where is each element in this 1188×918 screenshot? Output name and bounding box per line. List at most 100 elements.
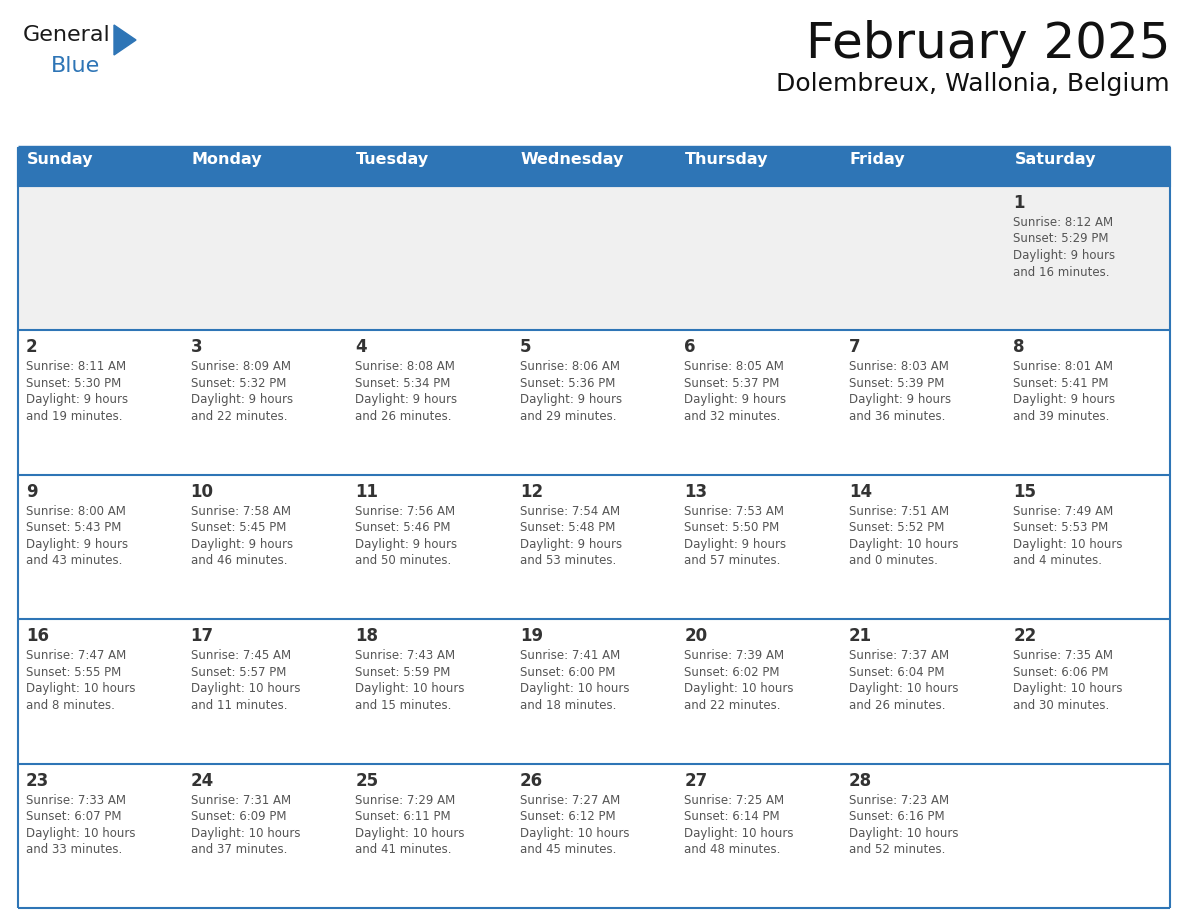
Text: and 33 minutes.: and 33 minutes. (26, 843, 122, 856)
Text: and 36 minutes.: and 36 minutes. (849, 410, 946, 423)
Text: 28: 28 (849, 772, 872, 789)
Text: 17: 17 (190, 627, 214, 645)
Text: and 26 minutes.: and 26 minutes. (849, 699, 946, 711)
Text: Sunset: 6:00 PM: Sunset: 6:00 PM (519, 666, 615, 678)
Text: 25: 25 (355, 772, 378, 789)
Text: and 26 minutes.: and 26 minutes. (355, 410, 451, 423)
Text: Sunset: 5:36 PM: Sunset: 5:36 PM (519, 377, 615, 390)
Text: Daylight: 9 hours: Daylight: 9 hours (519, 394, 621, 407)
Text: Sunrise: 8:03 AM: Sunrise: 8:03 AM (849, 361, 949, 374)
Bar (18, 148, 1170, 186)
Text: Sunrise: 7:39 AM: Sunrise: 7:39 AM (684, 649, 784, 662)
Text: Sunset: 5:29 PM: Sunset: 5:29 PM (1013, 232, 1108, 245)
Text: 16: 16 (26, 627, 49, 645)
Text: Daylight: 10 hours: Daylight: 10 hours (1013, 682, 1123, 695)
Text: 6: 6 (684, 339, 696, 356)
Text: 13: 13 (684, 483, 707, 501)
Bar (18, 620, 1170, 764)
Text: Daylight: 9 hours: Daylight: 9 hours (26, 538, 128, 551)
Text: Sunset: 6:11 PM: Sunset: 6:11 PM (355, 810, 450, 823)
Text: Sunrise: 8:09 AM: Sunrise: 8:09 AM (190, 361, 291, 374)
Bar (18, 148, 183, 186)
Text: Daylight: 9 hours: Daylight: 9 hours (190, 538, 292, 551)
Text: and 22 minutes.: and 22 minutes. (684, 699, 781, 711)
Bar (18, 330, 1170, 475)
Text: and 32 minutes.: and 32 minutes. (684, 410, 781, 423)
Text: 20: 20 (684, 627, 707, 645)
Text: 4: 4 (355, 339, 367, 356)
Text: Sunset: 5:34 PM: Sunset: 5:34 PM (355, 377, 450, 390)
Text: Sunset: 6:09 PM: Sunset: 6:09 PM (190, 810, 286, 823)
Text: Sunrise: 8:01 AM: Sunrise: 8:01 AM (1013, 361, 1113, 374)
Text: Sunrise: 7:37 AM: Sunrise: 7:37 AM (849, 649, 949, 662)
Text: Daylight: 9 hours: Daylight: 9 hours (1013, 249, 1116, 262)
Text: Sunset: 5:55 PM: Sunset: 5:55 PM (26, 666, 121, 678)
Text: Sunset: 5:53 PM: Sunset: 5:53 PM (1013, 521, 1108, 534)
Text: Sunrise: 7:31 AM: Sunrise: 7:31 AM (190, 793, 291, 807)
Text: Sunset: 5:45 PM: Sunset: 5:45 PM (190, 521, 286, 534)
Text: and 11 minutes.: and 11 minutes. (190, 699, 287, 711)
Text: 19: 19 (519, 627, 543, 645)
Text: and 18 minutes.: and 18 minutes. (519, 699, 617, 711)
Text: Sunset: 6:04 PM: Sunset: 6:04 PM (849, 666, 944, 678)
Text: General: General (23, 25, 110, 45)
Text: Daylight: 10 hours: Daylight: 10 hours (1013, 538, 1123, 551)
Text: Daylight: 9 hours: Daylight: 9 hours (355, 394, 457, 407)
Text: Sunrise: 7:49 AM: Sunrise: 7:49 AM (1013, 505, 1113, 518)
Text: Sunset: 5:52 PM: Sunset: 5:52 PM (849, 521, 944, 534)
Text: Sunrise: 7:23 AM: Sunrise: 7:23 AM (849, 793, 949, 807)
Text: Sunset: 5:48 PM: Sunset: 5:48 PM (519, 521, 615, 534)
Text: Daylight: 10 hours: Daylight: 10 hours (26, 682, 135, 695)
Text: Sunrise: 7:35 AM: Sunrise: 7:35 AM (1013, 649, 1113, 662)
Text: Sunrise: 7:58 AM: Sunrise: 7:58 AM (190, 505, 291, 518)
Text: Sunset: 6:02 PM: Sunset: 6:02 PM (684, 666, 779, 678)
Text: and 4 minutes.: and 4 minutes. (1013, 554, 1102, 567)
Bar (183, 148, 347, 186)
Text: and 45 minutes.: and 45 minutes. (519, 843, 617, 856)
Text: 15: 15 (1013, 483, 1036, 501)
Text: 21: 21 (849, 627, 872, 645)
Text: Daylight: 9 hours: Daylight: 9 hours (1013, 394, 1116, 407)
Text: Daylight: 10 hours: Daylight: 10 hours (190, 826, 301, 840)
Text: Daylight: 10 hours: Daylight: 10 hours (26, 826, 135, 840)
Polygon shape (114, 25, 135, 55)
Text: 11: 11 (355, 483, 378, 501)
Text: Saturday: Saturday (1015, 152, 1095, 167)
Text: Thursday: Thursday (685, 152, 769, 167)
Text: Sunset: 6:06 PM: Sunset: 6:06 PM (1013, 666, 1108, 678)
Text: and 41 minutes.: and 41 minutes. (355, 843, 451, 856)
Text: Daylight: 9 hours: Daylight: 9 hours (684, 538, 786, 551)
Text: Sunrise: 7:25 AM: Sunrise: 7:25 AM (684, 793, 784, 807)
Text: Sunset: 5:57 PM: Sunset: 5:57 PM (190, 666, 286, 678)
Text: and 30 minutes.: and 30 minutes. (1013, 699, 1110, 711)
Text: and 37 minutes.: and 37 minutes. (190, 843, 287, 856)
Text: Sunrise: 7:43 AM: Sunrise: 7:43 AM (355, 649, 455, 662)
Text: and 15 minutes.: and 15 minutes. (355, 699, 451, 711)
Text: Sunrise: 7:33 AM: Sunrise: 7:33 AM (26, 793, 126, 807)
Text: Sunset: 5:50 PM: Sunset: 5:50 PM (684, 521, 779, 534)
Text: Sunrise: 7:56 AM: Sunrise: 7:56 AM (355, 505, 455, 518)
Text: 8: 8 (1013, 339, 1025, 356)
Text: Daylight: 10 hours: Daylight: 10 hours (849, 826, 959, 840)
Text: 1: 1 (1013, 194, 1025, 212)
Text: Sunrise: 7:29 AM: Sunrise: 7:29 AM (355, 793, 455, 807)
Text: and 43 minutes.: and 43 minutes. (26, 554, 122, 567)
Text: and 57 minutes.: and 57 minutes. (684, 554, 781, 567)
Text: and 22 minutes.: and 22 minutes. (190, 410, 287, 423)
Text: and 0 minutes.: and 0 minutes. (849, 554, 937, 567)
Text: Sunrise: 7:54 AM: Sunrise: 7:54 AM (519, 505, 620, 518)
Text: Sunrise: 8:12 AM: Sunrise: 8:12 AM (1013, 216, 1113, 229)
Text: Sunset: 5:59 PM: Sunset: 5:59 PM (355, 666, 450, 678)
Bar (18, 186, 1170, 330)
Text: Sunrise: 7:27 AM: Sunrise: 7:27 AM (519, 793, 620, 807)
Text: and 48 minutes.: and 48 minutes. (684, 843, 781, 856)
Text: 12: 12 (519, 483, 543, 501)
Bar (676, 148, 841, 186)
Text: 10: 10 (190, 483, 214, 501)
Text: Sunset: 5:37 PM: Sunset: 5:37 PM (684, 377, 779, 390)
Text: Sunrise: 7:53 AM: Sunrise: 7:53 AM (684, 505, 784, 518)
Text: Sunset: 5:32 PM: Sunset: 5:32 PM (190, 377, 286, 390)
Text: Sunrise: 8:00 AM: Sunrise: 8:00 AM (26, 505, 126, 518)
Text: Sunset: 5:39 PM: Sunset: 5:39 PM (849, 377, 944, 390)
Text: 2: 2 (26, 339, 38, 356)
